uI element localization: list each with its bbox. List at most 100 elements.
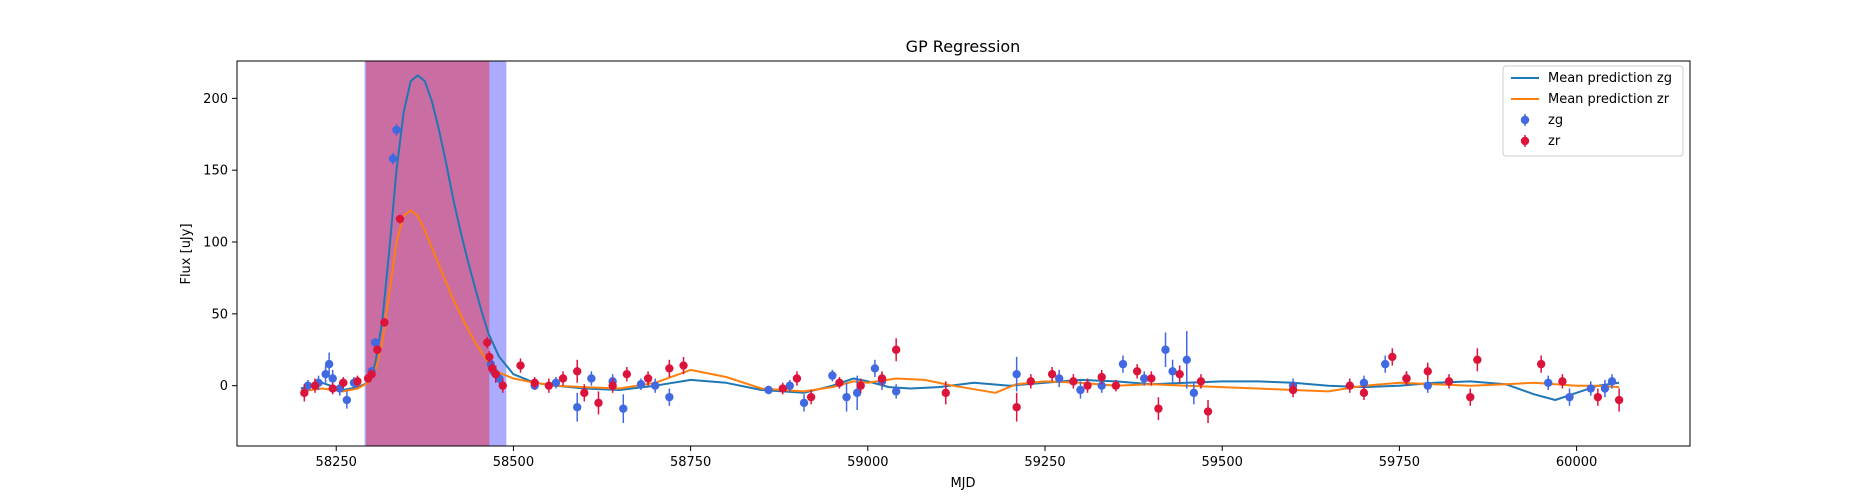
x-tick-label: 58500 (493, 455, 534, 470)
data-point-zg (828, 371, 837, 380)
data-point-zr (339, 378, 348, 387)
data-point-zr (1466, 392, 1475, 402)
data-point-zr (353, 377, 362, 386)
data-point-zr (594, 398, 603, 408)
data-point-zr (608, 381, 617, 390)
data-point-zr (485, 352, 494, 362)
y-axis-ticks: 0 50 100 150 200 (203, 92, 237, 394)
data-point-zg (587, 374, 596, 383)
data-point-zr (300, 388, 309, 398)
data-point-zr (558, 374, 568, 383)
data-point-zg (1076, 385, 1085, 395)
series-zr (300, 214, 1624, 424)
x-tick-label: 59000 (847, 455, 888, 470)
data-point-zg (1189, 388, 1199, 398)
data-point-zr (1097, 372, 1106, 382)
data-point-zg (619, 404, 628, 413)
data-point-zg (842, 392, 851, 402)
data-point-zg (1140, 374, 1149, 383)
data-point-zr (328, 384, 337, 393)
y-tick-label: 50 (211, 307, 228, 322)
data-point-zg (799, 398, 809, 408)
data-point-zr (1423, 367, 1432, 376)
data-point-zr (1359, 388, 1369, 398)
data-point-zr (665, 364, 674, 373)
data-point-zg (1586, 384, 1595, 393)
data-point-zr (941, 388, 950, 398)
data-point-zg (852, 388, 862, 398)
y-tick-label: 150 (203, 164, 228, 179)
x-tick-label: 59250 (1024, 455, 1065, 470)
data-point-zr (1203, 407, 1213, 416)
legend-label-zg-points: zg (1548, 113, 1563, 128)
data-point-zr (498, 381, 507, 390)
data-point-zr (1026, 377, 1036, 386)
legend-label-zr-points: zr (1548, 134, 1561, 149)
legend-marker-zg (1520, 114, 1530, 126)
mean-prediction-line-zg (300, 74, 1620, 401)
legend-marker-zr (1520, 135, 1530, 147)
data-point-zr (1175, 369, 1184, 379)
data-point-zr (877, 374, 887, 383)
plot-frame (236, 60, 1691, 447)
data-point-zr (1047, 369, 1057, 379)
shaded-region-1 (365, 61, 490, 446)
data-point-zg (636, 380, 646, 389)
x-axis-ticks: 58250 58500 58750 59000 59250 59500 59750 60000 (316, 446, 1597, 470)
data-point-zg (1012, 369, 1021, 379)
data-point-zr (1132, 367, 1142, 376)
observations (300, 124, 1624, 424)
data-point-zg (573, 403, 582, 412)
data-point-zg (665, 392, 674, 402)
legend-dot-zr (1520, 136, 1530, 146)
data-point-zg (342, 395, 352, 405)
data-point-zg (1097, 381, 1106, 390)
data-point-zg (1054, 374, 1064, 383)
data-point-zr (373, 345, 382, 354)
data-point-zg (1381, 359, 1390, 369)
y-tick-label: 100 (203, 236, 228, 251)
data-point-zg (1423, 381, 1432, 390)
data-point-zr (1012, 403, 1021, 412)
data-point-zg (328, 374, 337, 383)
mean-prediction-line-zr (300, 209, 1620, 394)
data-point-zr (573, 367, 582, 376)
data-point-zr (1083, 381, 1092, 390)
y-axis-label: Flux [uJy] (179, 223, 194, 284)
data-point-zr (516, 361, 525, 370)
shaded-regions (364, 61, 507, 446)
data-point-zr (310, 381, 320, 390)
y-tick-label: 0 (220, 379, 228, 394)
data-point-zr (1111, 381, 1121, 390)
data-point-zg (1118, 359, 1128, 369)
data-point-zr (491, 369, 500, 379)
data-point-zr (679, 361, 688, 370)
data-point-zr (806, 392, 816, 402)
data-point-zr (891, 345, 901, 354)
data-point-zr (1536, 359, 1546, 369)
data-point-zr (580, 388, 589, 398)
data-point-zr (367, 369, 376, 379)
x-tick-label: 58750 (670, 455, 711, 470)
data-point-zg (650, 381, 660, 390)
data-point-zr (1147, 374, 1156, 383)
data-point-zr (1444, 377, 1454, 386)
data-point-zg (1161, 345, 1170, 354)
data-point-zg (785, 381, 795, 390)
data-point-zg (321, 369, 330, 379)
data-point-zr (1473, 355, 1482, 365)
data-point-zg (870, 364, 880, 373)
data-point-zr (530, 378, 539, 387)
data-point-zg (1607, 377, 1617, 386)
data-point-zg (1544, 378, 1553, 387)
data-point-zr (1154, 404, 1163, 413)
data-point-zg (388, 154, 398, 163)
data-point-zr (482, 338, 492, 347)
data-point-zr (1069, 377, 1078, 386)
x-tick-label: 60000 (1556, 455, 1597, 470)
data-point-zg (371, 338, 380, 347)
data-point-zr (792, 374, 802, 383)
legend-label-zr-line: Mean prediction zr (1548, 92, 1670, 107)
data-point-zg (1359, 378, 1369, 387)
data-point-zg (1565, 392, 1574, 402)
